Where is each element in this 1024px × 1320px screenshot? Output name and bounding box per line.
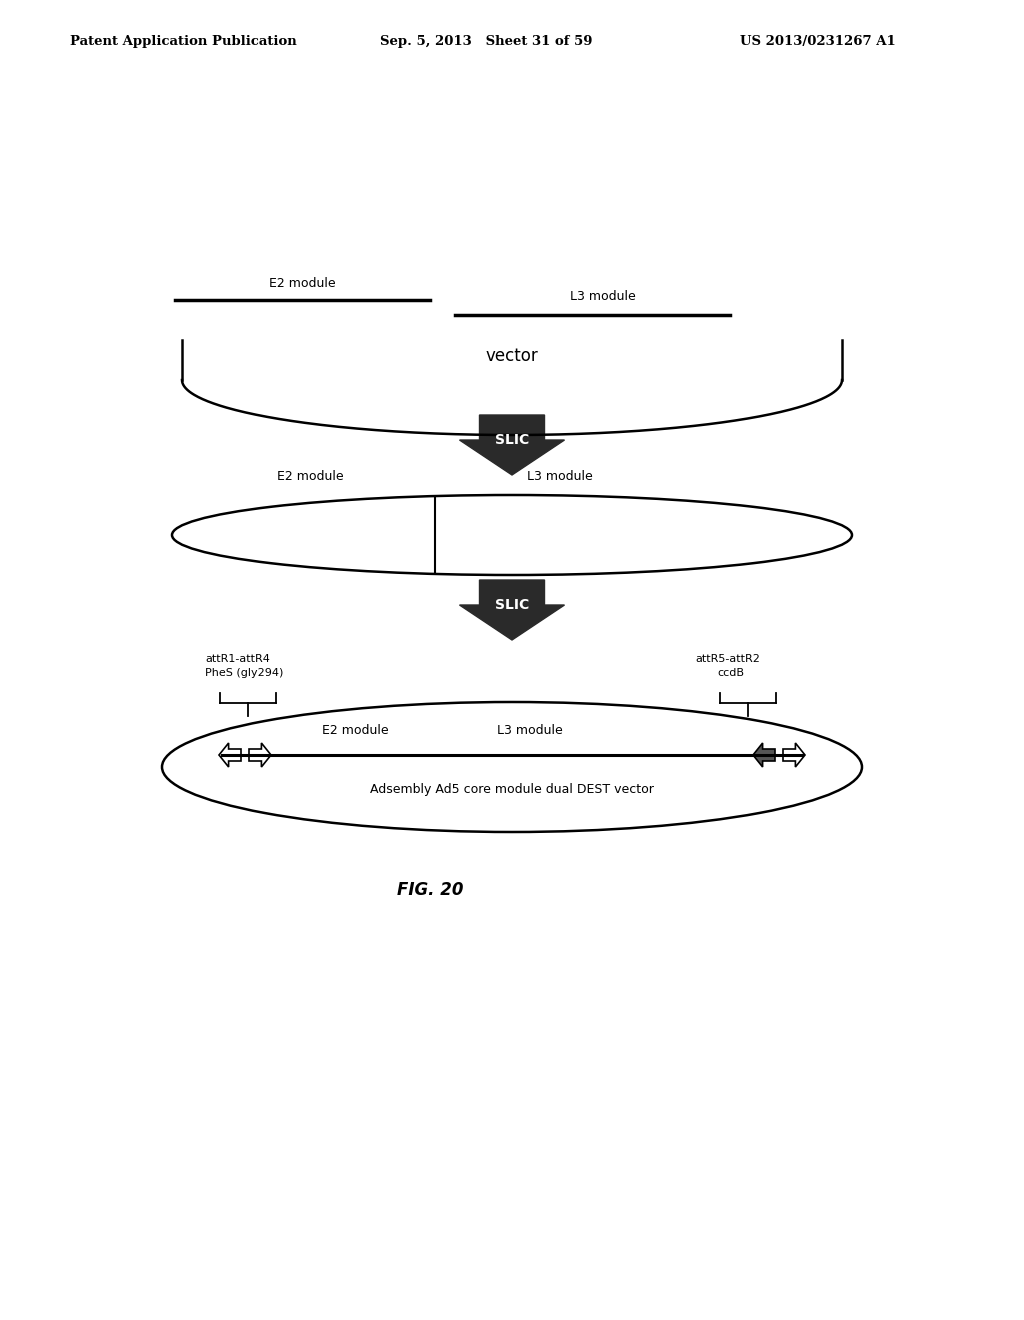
Text: Sep. 5, 2013   Sheet 31 of 59: Sep. 5, 2013 Sheet 31 of 59 [380, 36, 593, 49]
Text: attR5-attR2: attR5-attR2 [695, 653, 760, 664]
Polygon shape [460, 579, 564, 640]
Text: Adsembly Ad5 core module dual DEST vector: Adsembly Ad5 core module dual DEST vecto… [370, 783, 654, 796]
Text: attR1-attR4: attR1-attR4 [205, 653, 270, 664]
Text: L3 module: L3 module [497, 723, 563, 737]
Polygon shape [460, 414, 564, 475]
Polygon shape [783, 743, 805, 767]
Text: ccdB: ccdB [717, 668, 744, 678]
Text: Patent Application Publication: Patent Application Publication [70, 36, 297, 49]
Text: E2 module: E2 module [276, 470, 343, 483]
Text: L3 module: L3 module [569, 290, 635, 304]
Text: L3 module: L3 module [527, 470, 593, 483]
Text: E2 module: E2 module [322, 723, 388, 737]
Polygon shape [753, 743, 775, 767]
Text: SLIC: SLIC [495, 598, 529, 612]
Polygon shape [249, 743, 271, 767]
Text: E2 module: E2 module [269, 277, 336, 290]
Text: FIG. 20: FIG. 20 [396, 880, 463, 899]
Text: PheS (gly294): PheS (gly294) [205, 668, 284, 678]
Text: SLIC: SLIC [495, 433, 529, 447]
Polygon shape [219, 743, 241, 767]
Text: US 2013/0231267 A1: US 2013/0231267 A1 [740, 36, 896, 49]
Text: vector: vector [485, 347, 539, 366]
